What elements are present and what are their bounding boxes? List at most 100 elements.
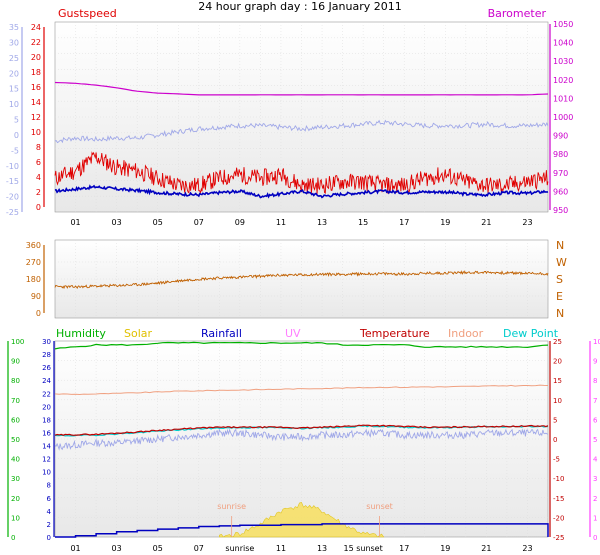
rain-axis-tick-label: 30	[42, 338, 51, 346]
uv-axis-tick-label: 5	[593, 436, 597, 444]
humidity-axis-tick-label: 70	[11, 397, 20, 405]
baro-axis-tick-label: 1030	[553, 57, 573, 66]
temp-axis-tick-label: -25	[6, 208, 19, 217]
temp-axis-tick-label: 35	[9, 23, 19, 32]
baro-axis-tick-label: 1020	[553, 76, 573, 85]
rain-axis-tick-label: 24	[42, 377, 51, 385]
temp-axis-tick-label: 10	[9, 100, 19, 109]
baro-axis-tick-label: 1050	[553, 20, 573, 29]
rain-axis-tick-label: 6	[47, 495, 52, 503]
direction-axis-tick-label: 90	[31, 292, 41, 301]
rain-axis-tick-label: 8	[47, 482, 51, 490]
sensor-panel-x-tick-label: 23	[522, 544, 532, 553]
gust-axis-tick-label: 12	[31, 113, 41, 122]
gust-axis-tick-label: 18	[31, 68, 41, 77]
baro-axis-tick-label: 960	[553, 187, 568, 196]
humidity-axis-tick-label: 30	[11, 475, 20, 483]
sensor-panel-x-tick-label: 21	[481, 544, 491, 553]
legend-temperature: Temperature	[359, 327, 430, 340]
temp-axis-right-tick-label: 5	[553, 416, 557, 424]
temp-axis-right-tick-label: 10	[553, 397, 562, 405]
sensor-panel-x-tick-label: sunrise	[225, 544, 254, 553]
humidity-axis-tick-label: 90	[11, 358, 20, 366]
gust-axis-tick-label: 16	[31, 83, 41, 92]
temp-axis-tick-label: -15	[6, 177, 19, 186]
rain-axis-tick-label: 28	[42, 351, 51, 359]
sensor-panel-x-tick-label: 19	[440, 544, 450, 553]
humidity-axis-tick-label: 60	[11, 416, 20, 424]
temp-axis-tick-label: 25	[9, 54, 19, 63]
direction-axis-tick-label: 180	[26, 275, 41, 284]
baro-axis-tick-label: 950	[553, 206, 568, 215]
temp-axis-tick-label: 30	[9, 38, 19, 47]
gust-axis-tick-label: 4	[36, 173, 41, 182]
temp-axis-tick-label: -5	[11, 146, 19, 155]
baro-axis-tick-label: 1000	[553, 113, 573, 122]
temp-axis-right-tick-label: -15	[553, 495, 564, 503]
rain-axis-tick-label: 0	[47, 534, 51, 542]
uv-axis-tick-label: 3	[593, 475, 597, 483]
gust-axis-tick-label: 20	[31, 53, 41, 62]
baro-axis-tick-label: 1010	[553, 94, 573, 103]
wind-panel-x-tick-label: 19	[440, 218, 450, 227]
legend-solar: Solar	[124, 327, 153, 340]
humidity-axis-tick-label: 10	[11, 514, 20, 522]
baro-axis-tick-label: 980	[553, 150, 568, 159]
compass-label: E	[556, 290, 563, 303]
sensor-panel-x-tick-label: 11	[276, 544, 286, 553]
temp-axis-right-tick-label: -20	[553, 514, 564, 522]
direction-axis-tick-label: 270	[26, 258, 41, 267]
temp-axis-right-tick-label: 15	[553, 377, 562, 385]
humidity-axis-tick-label: 80	[11, 377, 20, 385]
uv-axis-tick-label: 9	[593, 358, 597, 366]
windspeed-series-line	[54, 184, 549, 199]
rain-axis-tick-label: 18	[42, 416, 51, 424]
wind-panel-x-tick-label: 11	[276, 218, 286, 227]
direction-axis-tick-label: 360	[26, 241, 41, 250]
baro-axis-tick-label: 990	[553, 132, 568, 141]
gust-axis-tick-label: 0	[36, 203, 41, 212]
humidity-axis-tick-label: 100	[11, 338, 24, 346]
temp-axis-tick-label: -10	[6, 162, 19, 171]
wind-panel-x-tick-label: 07	[194, 218, 204, 227]
wind-panel-x-tick-label: 23	[522, 218, 532, 227]
wind-panel-x-tick-label: 13	[317, 218, 327, 227]
sensor-panel-x-tick-label: 15 sunset	[343, 544, 382, 553]
compass-label: W	[556, 256, 567, 269]
legend-rainfall: Rainfall	[201, 327, 242, 340]
uv-axis-tick-label: 1	[593, 514, 597, 522]
temp-axis-tick-label: 15	[9, 85, 19, 94]
baro-axis-tick-label: 1040	[553, 39, 573, 48]
gust-axis-tick-label: 14	[31, 98, 41, 107]
wind-panel-x-tick-label: 01	[70, 218, 80, 227]
baro-axis-tick-label: 970	[553, 169, 568, 178]
gust-axis-tick-label: 2	[36, 188, 41, 197]
wind-panel-x-tick-label: 21	[481, 218, 491, 227]
temp-axis-right-tick-label: -25	[553, 534, 564, 542]
uv-axis-tick-label: 0	[593, 534, 597, 542]
temp-axis-right-tick-label: 20	[553, 358, 562, 366]
rain-axis-tick-label: 14	[42, 443, 51, 451]
gustspeed-series-line	[54, 151, 549, 195]
rain-axis-tick-label: 10	[42, 469, 51, 477]
temp-axis-tick-label: 20	[9, 69, 19, 78]
uv-axis-tick-label: 4	[593, 456, 598, 464]
legend-uv: UV	[285, 327, 301, 340]
rain-axis-tick-label: 2	[47, 521, 51, 529]
direction-axis-tick-label: 0	[36, 309, 41, 318]
humidity-axis-tick-label: 20	[11, 495, 20, 503]
sunset-annotation: sunset	[366, 502, 393, 511]
temp-axis-right-tick-label: 25	[553, 338, 562, 346]
temperature-series-line	[54, 424, 549, 436]
uv-axis-tick-label: 10	[593, 338, 600, 346]
gust-axis-tick-label: 8	[36, 143, 41, 152]
sensor-panel-x-tick-label: 01	[70, 544, 80, 553]
temperature-series-line	[54, 119, 549, 144]
compass-label: N	[556, 307, 564, 320]
wind-panel-x-tick-label: 05	[153, 218, 163, 227]
wind-panel-x-tick-label: 09	[235, 218, 245, 227]
sensor-panel-x-tick-label: 17	[399, 544, 409, 553]
uv-axis-tick-label: 8	[593, 377, 597, 385]
uv-axis-tick-label: 2	[593, 495, 597, 503]
sensor-panel-x-tick-label: 05	[153, 544, 163, 553]
